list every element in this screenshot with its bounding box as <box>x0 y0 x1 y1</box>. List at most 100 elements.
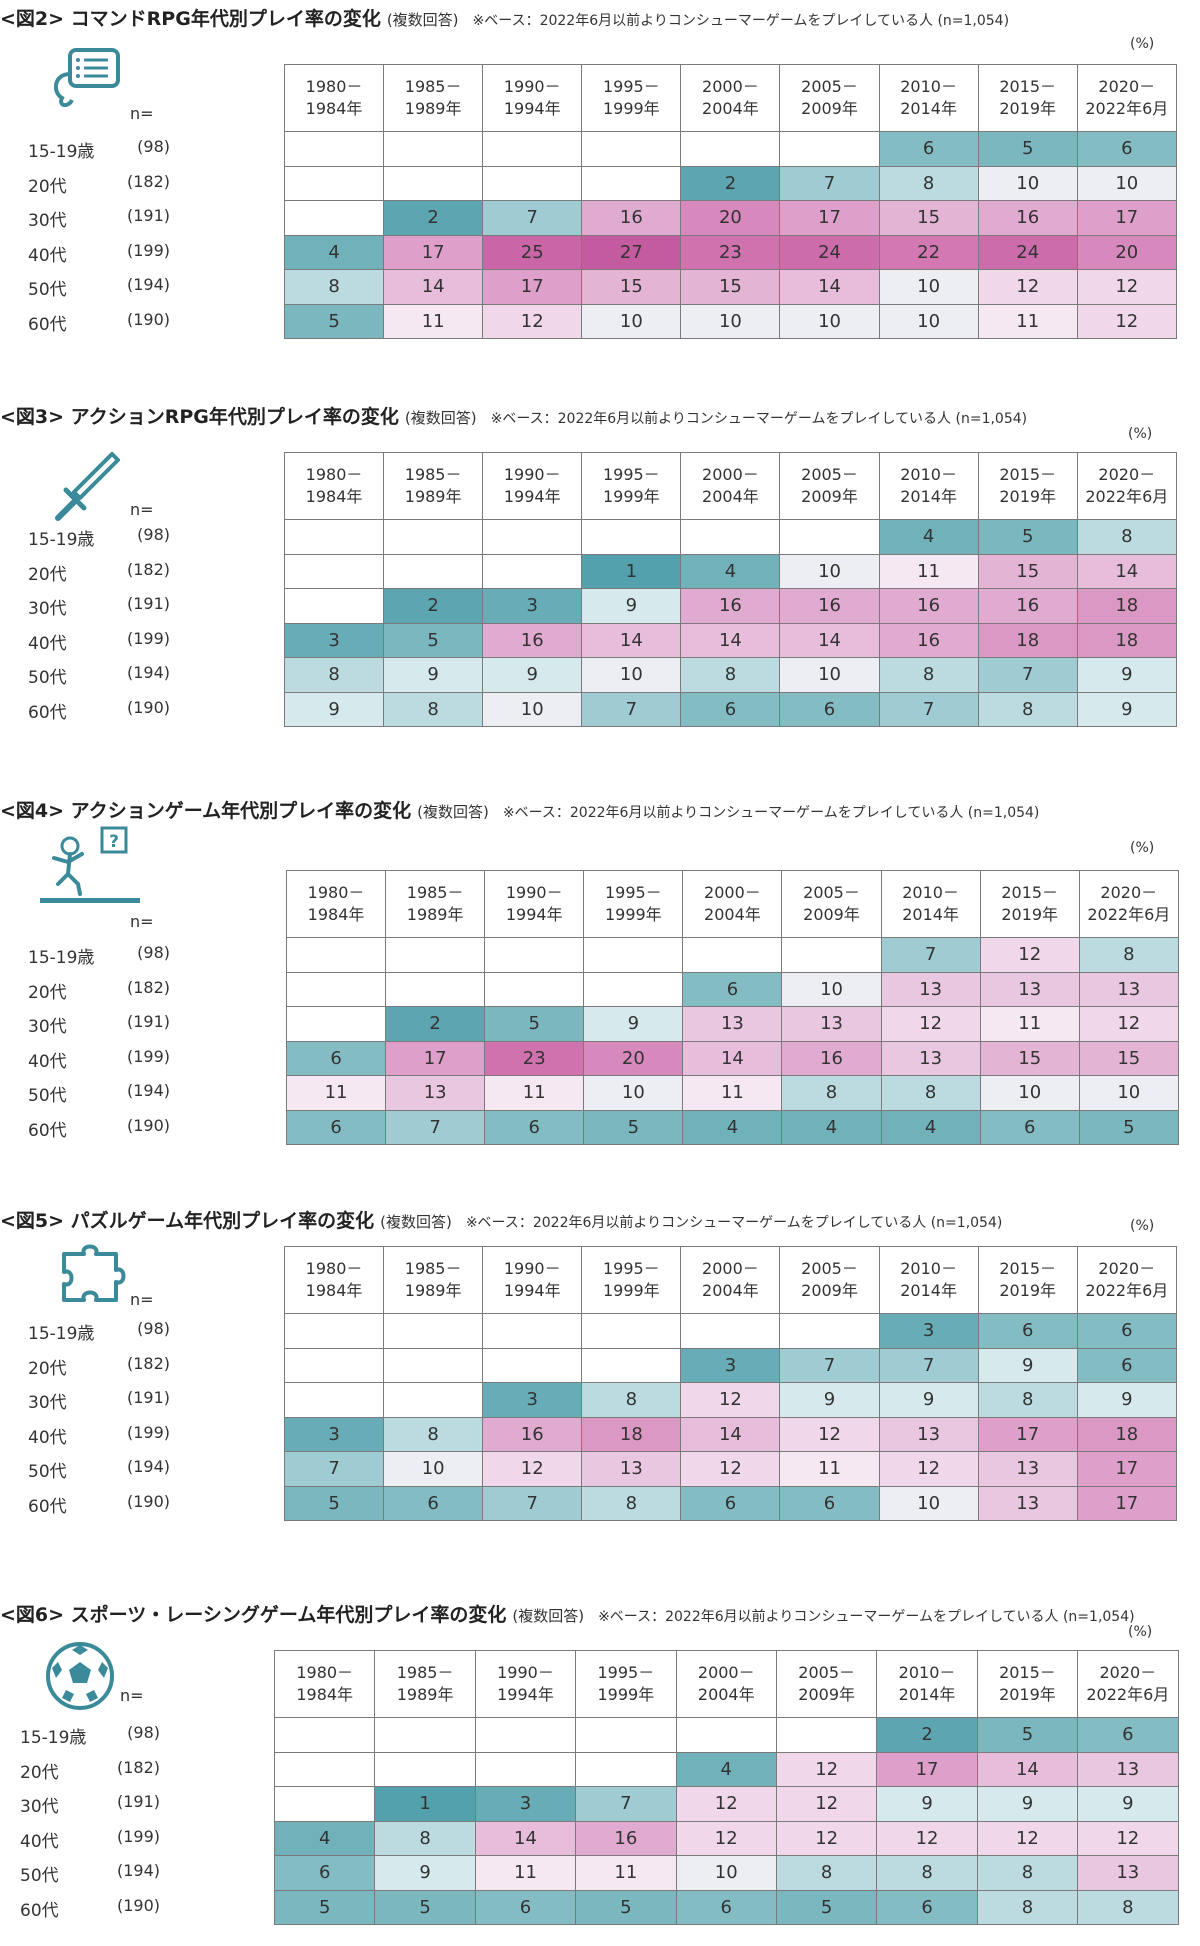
heatmap-cell <box>283 165 385 201</box>
heatmap-cell: 14 <box>779 622 880 658</box>
heatmap-cell: 2 <box>383 200 484 236</box>
heatmap-cell <box>482 1347 583 1383</box>
table-row: 8 14 17 15 15 14 10 12 12 <box>283 269 1177 305</box>
heatmap-cell: 16 <box>977 200 1078 236</box>
heatmap-cell: 3 <box>680 1347 781 1383</box>
heatmap-cell <box>383 1313 484 1349</box>
table-row: 2 7 8 10 10 <box>283 165 1177 201</box>
heatmap-cell: 6 <box>977 1313 1078 1349</box>
heatmap-cell: 8 <box>977 1382 1078 1418</box>
heatmap-cell: 16 <box>878 588 979 624</box>
column-header: 1985－ 1989年 <box>383 1246 484 1314</box>
heatmap-cell <box>283 1382 385 1418</box>
heatmap-cell <box>779 131 880 167</box>
row-label-age: 50代 <box>28 668 67 689</box>
heatmap-cell: 4 <box>273 1820 376 1856</box>
chart-title-text: <図3> アクションRPG年代別プレイ率の変化 <box>0 406 399 428</box>
heatmap-cell: 8 <box>880 1075 981 1111</box>
table-row: 3 8 16 18 14 12 13 17 18 <box>283 1416 1177 1452</box>
heatmap-cell: 17 <box>385 1040 486 1076</box>
column-header: 1985－ 1989年 <box>385 870 486 938</box>
heatmap-cell <box>285 937 387 973</box>
row-label-age: 20代 <box>28 982 67 1003</box>
heatmap-cell: 12 <box>979 937 1080 973</box>
heatmap-cell <box>781 937 882 973</box>
heatmap-cell: 6 <box>779 1485 880 1521</box>
column-header: 2015－ 2019年 <box>977 452 1078 520</box>
row-label-age: 40代 <box>28 1427 67 1448</box>
heatmap-cell: 8 <box>680 657 781 693</box>
heatmap-cell: 10 <box>878 303 979 339</box>
heatmap-cell: 6 <box>680 691 781 727</box>
heatmap-cell <box>682 937 783 973</box>
table-row: 4 12 17 14 13 <box>273 1751 1179 1787</box>
heatmap-cell: 5 <box>283 303 385 339</box>
heatmap-cell: 10 <box>979 1075 1080 1111</box>
heatmap-cell <box>680 131 781 167</box>
column-header: 2005－ 2009年 <box>775 1650 878 1718</box>
heatmap-cell: 8 <box>977 691 1078 727</box>
heatmap-cell: 15 <box>878 200 979 236</box>
chart-subtitle: (複数回答) <box>417 803 489 821</box>
heatmap-cell: 7 <box>977 657 1078 693</box>
heatmap-cell: 10 <box>878 1485 979 1521</box>
heatmap-cell <box>581 131 682 167</box>
table-row: 2 3 9 16 16 16 16 18 <box>283 588 1177 624</box>
column-header: 1990－ 1994年 <box>474 1650 577 1718</box>
heatmap-cell <box>583 971 684 1007</box>
heatmap-cell: 11 <box>484 1075 585 1111</box>
heatmap-cell: 8 <box>374 1820 476 1856</box>
column-header: 2010－ 2014年 <box>880 870 981 938</box>
heatmap-cell: 13 <box>781 1006 882 1042</box>
heatmap-cell <box>285 971 387 1007</box>
chart-note: ※ベース：2022年6月以前よりコンシューマーゲームをプレイしている人 (n=1… <box>472 13 1010 29</box>
heatmap-cell: 2 <box>876 1717 978 1753</box>
puzzle-piece-icon <box>62 1244 126 1302</box>
column-header: 1995－ 1999年 <box>583 870 684 938</box>
column-header: 2015－ 2019年 <box>977 1246 1078 1314</box>
heatmap-cell: 12 <box>482 1451 583 1487</box>
heatmap-cell: 13 <box>1078 971 1179 1007</box>
chart-subtitle: (複数回答) <box>404 409 477 427</box>
heatmap-cell: 12 <box>976 1820 1079 1856</box>
heatmap-cell: 13 <box>1077 1751 1179 1787</box>
heatmap-cell <box>374 1751 476 1787</box>
heatmap-cell: 27 <box>581 234 682 270</box>
heatmap-cell: 1 <box>374 1786 476 1822</box>
row-label-age: 60代 <box>20 1900 59 1921</box>
row-label-n: (182) <box>116 1757 160 1777</box>
row-label-n: (190) <box>126 1115 170 1135</box>
heatmap-cell: 7 <box>779 1347 880 1383</box>
heatmap-cell <box>283 519 385 555</box>
unit-label: (%) <box>1128 426 1153 442</box>
heatmap-cell: 14 <box>474 1820 577 1856</box>
heatmap-cell: 2 <box>383 588 484 624</box>
heatmap-cell <box>385 971 486 1007</box>
column-header: 1990－ 1994年 <box>482 1246 583 1314</box>
heatmap-cell <box>383 1382 484 1418</box>
n-label: n= <box>130 500 154 519</box>
column-header: 1995－ 1999年 <box>581 452 682 520</box>
heatmap-cell <box>273 1751 376 1787</box>
heatmap-cell: 9 <box>878 1382 979 1418</box>
heatmap-cell: 9 <box>977 1347 1078 1383</box>
heatmap-cell: 17 <box>977 1416 1078 1452</box>
table-row: 3 5 16 14 14 14 16 18 18 <box>283 622 1177 658</box>
row-label-n: (194) <box>126 1081 170 1101</box>
heatmap-cell: 16 <box>482 622 583 658</box>
heatmap-cell: 17 <box>383 234 484 270</box>
heatmap-cell: 8 <box>1076 519 1177 555</box>
row-label-age: 50代 <box>28 1462 67 1483</box>
heatmap-cell: 5 <box>775 1889 878 1925</box>
heatmap-cell: 8 <box>283 657 385 693</box>
heatmap-cell: 10 <box>779 657 880 693</box>
heatmap-cell: 12 <box>675 1786 777 1822</box>
heatmap-cell: 10 <box>977 165 1078 201</box>
table-row: 6 10 13 13 13 <box>285 971 1179 1007</box>
column-header: 1990－ 1994年 <box>482 64 583 132</box>
heatmap-cell: 9 <box>1076 691 1177 727</box>
heatmap-cell: 12 <box>977 269 1078 305</box>
heatmap-cell: 14 <box>1076 553 1177 589</box>
heatmap-cell: 10 <box>383 1451 484 1487</box>
